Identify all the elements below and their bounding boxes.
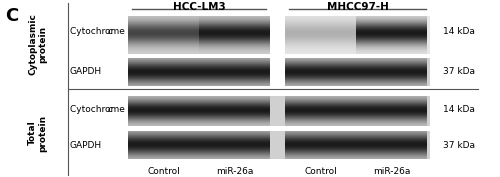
Bar — [285, 58, 430, 86]
Text: Control: Control — [147, 167, 180, 176]
Bar — [128, 58, 270, 86]
Text: c: c — [108, 105, 113, 114]
Text: 14 kDa: 14 kDa — [443, 105, 475, 114]
Text: miR-26a: miR-26a — [373, 167, 410, 176]
Bar — [128, 96, 430, 126]
Text: 37 kDa: 37 kDa — [443, 141, 475, 150]
Text: miR-26a: miR-26a — [216, 167, 253, 176]
Bar — [285, 16, 430, 54]
Text: MHCC97-H: MHCC97-H — [326, 2, 388, 12]
Text: 14 kDa: 14 kDa — [443, 27, 475, 36]
Text: Cytochrome: Cytochrome — [70, 27, 128, 36]
Text: Cytoplasmic
protein: Cytoplasmic protein — [28, 14, 48, 75]
Text: Control: Control — [304, 167, 337, 176]
Text: GAPDH: GAPDH — [70, 67, 102, 76]
Text: Cytochrome: Cytochrome — [70, 105, 128, 114]
Text: GAPDH: GAPDH — [70, 141, 102, 150]
Text: Total
protein: Total protein — [28, 115, 48, 152]
Text: 37 kDa: 37 kDa — [443, 67, 475, 76]
Text: C: C — [5, 7, 18, 25]
Text: c: c — [108, 27, 113, 36]
Text: HCC-LM3: HCC-LM3 — [172, 2, 226, 12]
Bar — [128, 16, 270, 54]
Bar — [128, 131, 430, 159]
